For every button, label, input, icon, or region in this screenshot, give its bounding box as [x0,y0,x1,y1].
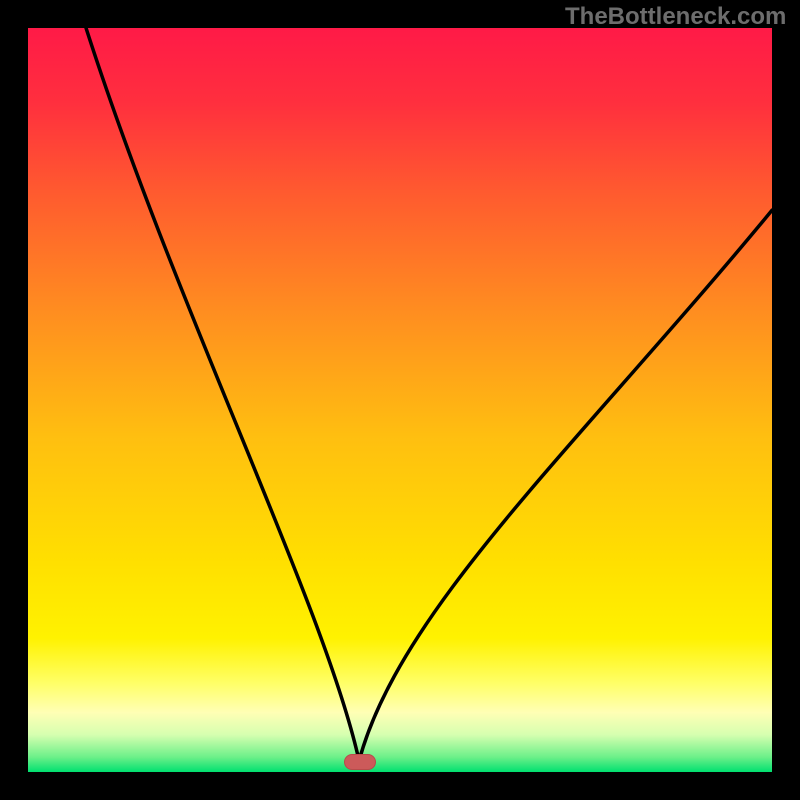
chart-outer: TheBottleneck.com [0,0,800,800]
watermark-text: TheBottleneck.com [565,3,786,31]
curve-svg [28,28,772,772]
dip-marker [344,754,376,770]
plot-area [28,28,772,772]
v-curve [86,28,772,761]
